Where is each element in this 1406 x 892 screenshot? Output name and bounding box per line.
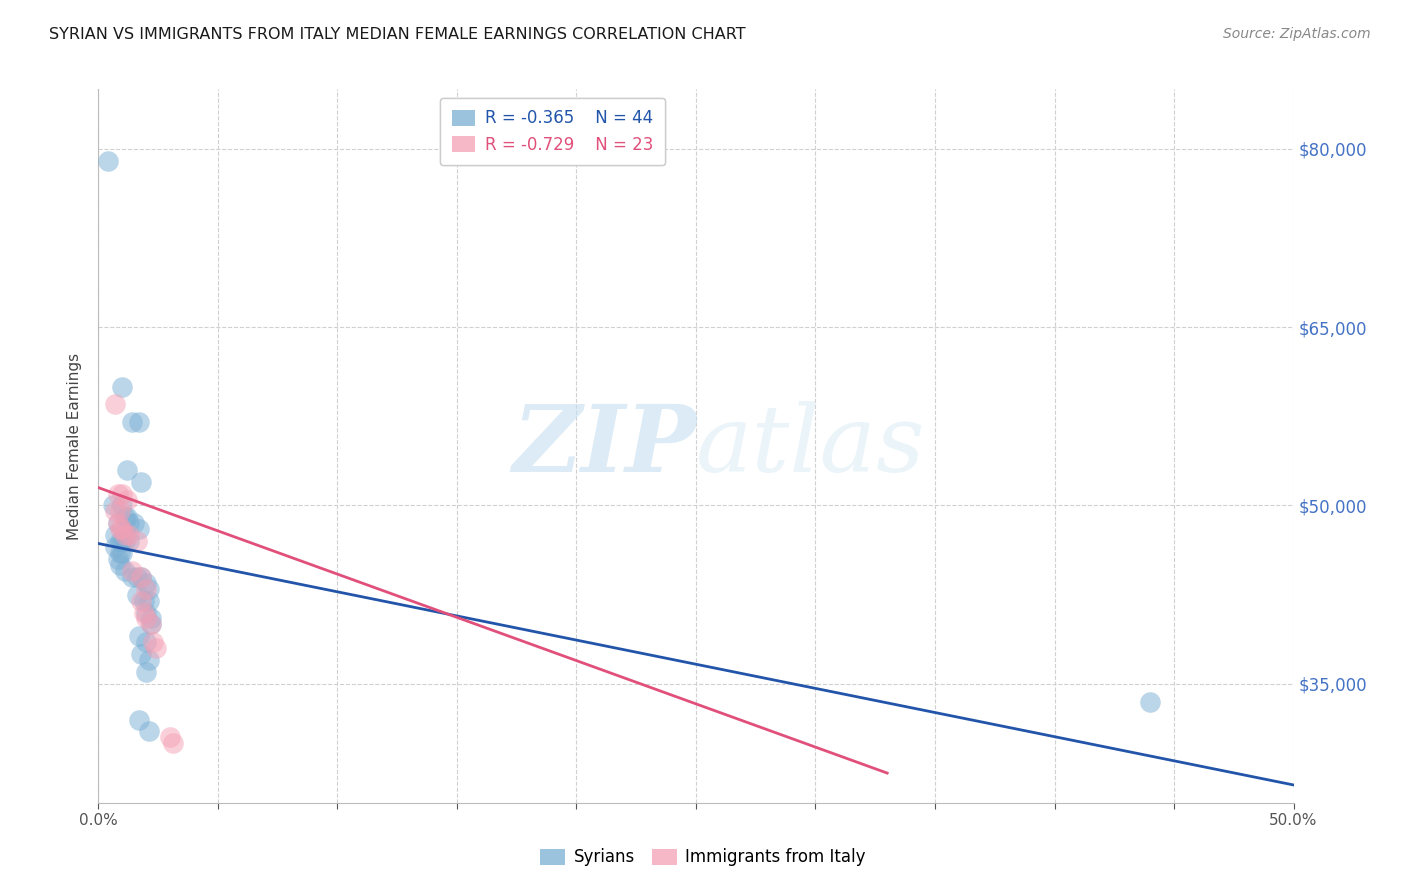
Point xyxy=(115,492,138,507)
Point xyxy=(138,593,160,607)
Legend: Syrians, Immigrants from Italy: Syrians, Immigrants from Italy xyxy=(531,840,875,875)
Point xyxy=(1139,695,1161,709)
Point xyxy=(101,499,124,513)
Point xyxy=(118,534,141,549)
Text: SYRIAN VS IMMIGRANTS FROM ITALY MEDIAN FEMALE EARNINGS CORRELATION CHART: SYRIAN VS IMMIGRANTS FROM ITALY MEDIAN F… xyxy=(49,27,745,42)
Point xyxy=(114,564,136,578)
Legend: R = -0.365    N = 44, R = -0.729    N = 23: R = -0.365 N = 44, R = -0.729 N = 23 xyxy=(440,97,665,165)
Point xyxy=(125,588,148,602)
Y-axis label: Median Female Earnings: Median Female Earnings xyxy=(67,352,83,540)
Point xyxy=(121,564,143,578)
Point xyxy=(128,415,150,429)
Point xyxy=(111,486,134,500)
Point xyxy=(139,617,162,632)
Point xyxy=(97,153,120,168)
Point xyxy=(131,593,153,607)
Point xyxy=(108,504,131,518)
Point xyxy=(111,379,134,393)
Point xyxy=(121,415,143,429)
Text: atlas: atlas xyxy=(696,401,925,491)
Point xyxy=(131,570,153,584)
Point xyxy=(135,665,157,679)
Point xyxy=(104,504,127,518)
Point xyxy=(108,546,131,560)
Point xyxy=(135,582,157,596)
Point xyxy=(104,528,127,542)
Point xyxy=(115,463,138,477)
Point xyxy=(108,522,131,536)
Point xyxy=(108,534,131,549)
Point xyxy=(111,534,134,549)
Point xyxy=(107,516,129,531)
Point xyxy=(135,611,157,625)
Point xyxy=(111,499,134,513)
Point xyxy=(107,486,129,500)
Point xyxy=(138,653,160,667)
Point xyxy=(135,606,157,620)
Point xyxy=(139,617,162,632)
Point xyxy=(118,528,141,542)
Text: Source: ZipAtlas.com: Source: ZipAtlas.com xyxy=(1223,27,1371,41)
Point xyxy=(138,724,160,739)
Point xyxy=(131,475,153,489)
Point xyxy=(115,510,138,524)
Point xyxy=(162,736,184,750)
Point xyxy=(128,522,150,536)
Point xyxy=(131,647,153,661)
Point xyxy=(128,629,150,643)
Point xyxy=(139,611,162,625)
Point xyxy=(125,534,148,549)
Point xyxy=(104,397,127,411)
Point xyxy=(131,570,153,584)
Point xyxy=(125,570,148,584)
Point xyxy=(114,510,136,524)
Point xyxy=(111,546,134,560)
Point xyxy=(159,731,181,745)
Point xyxy=(132,593,155,607)
Point xyxy=(135,575,157,590)
Point xyxy=(114,528,136,542)
Point xyxy=(104,540,127,554)
Text: ZIP: ZIP xyxy=(512,401,696,491)
Point xyxy=(145,641,167,656)
Point xyxy=(118,516,141,531)
Point xyxy=(138,582,160,596)
Point xyxy=(128,713,150,727)
Point xyxy=(107,552,129,566)
Point xyxy=(142,635,165,649)
Point xyxy=(124,516,146,531)
Point xyxy=(114,534,136,549)
Point xyxy=(121,570,143,584)
Point xyxy=(135,635,157,649)
Point xyxy=(107,516,129,531)
Point xyxy=(111,522,134,536)
Point xyxy=(108,558,131,572)
Point xyxy=(132,606,155,620)
